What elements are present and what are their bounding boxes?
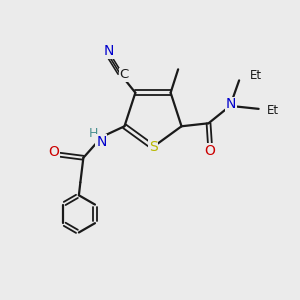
Text: O: O [48, 146, 59, 159]
Text: N: N [103, 44, 114, 58]
Text: S: S [148, 140, 158, 154]
Text: C: C [119, 68, 129, 81]
Text: H: H [89, 127, 98, 140]
Text: Et: Et [267, 104, 279, 117]
Text: O: O [205, 144, 215, 158]
Text: Et: Et [250, 69, 262, 82]
Text: N: N [96, 135, 106, 149]
Text: N: N [226, 98, 236, 111]
